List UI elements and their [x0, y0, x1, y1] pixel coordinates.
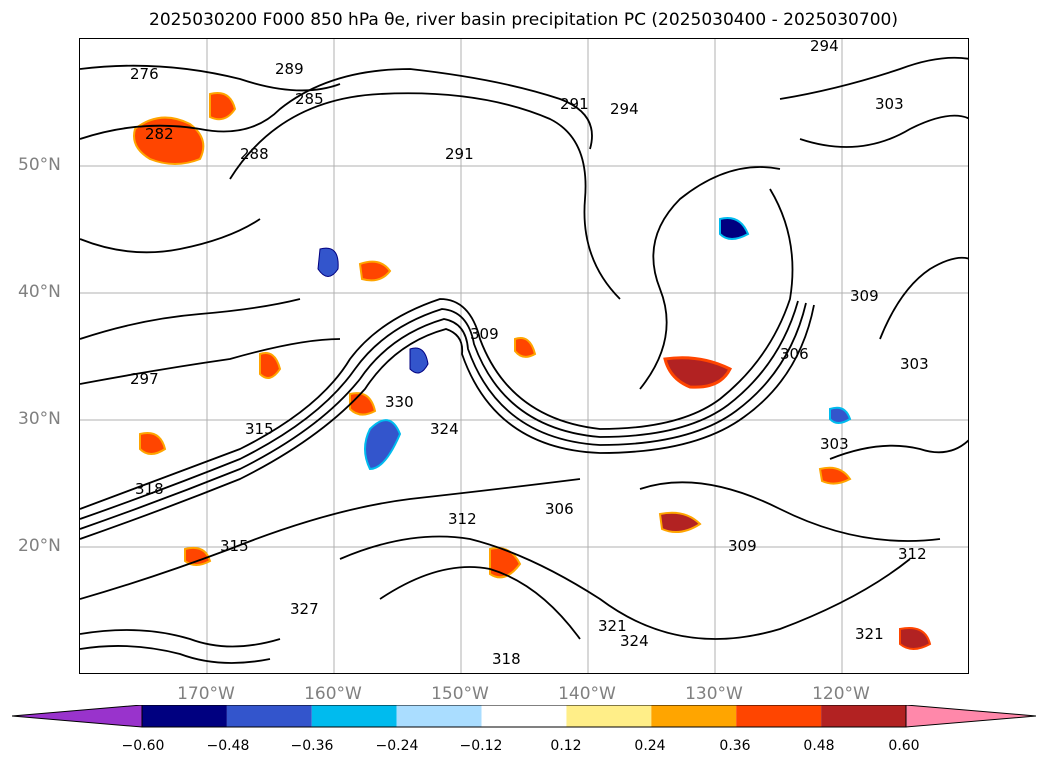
contour-label: 276 [130, 65, 159, 83]
colorbar-tick: −0.60 [121, 738, 165, 754]
contour-label: 309 [470, 325, 499, 343]
colorbar-segment [566, 705, 652, 727]
colorbar-tick: 0.60 [888, 738, 920, 754]
lon-label-120w: 120°W [812, 684, 870, 704]
colorbar-tick: 0.36 [719, 738, 751, 754]
contour-label: 291 [560, 95, 589, 113]
graticule [80, 39, 968, 673]
colorbar-border [141, 705, 907, 728]
lon-label-150w: 150°W [431, 684, 489, 704]
colorbar-tick: 0.24 [634, 738, 666, 754]
contour-label: 318 [135, 480, 164, 498]
map-panel: 276 282 285 288 289 291 291 294 294 297 … [79, 38, 969, 674]
contour-label: 327 [290, 600, 319, 618]
contour-label: 303 [900, 355, 929, 373]
contour-label: 312 [448, 510, 477, 528]
lat-label-30n: 30°N [18, 409, 61, 429]
colorbar-extend-low [12, 705, 143, 728]
colorbar-segment [226, 705, 312, 727]
contour-label: 312 [898, 545, 927, 563]
colorbar-tick: 0.12 [550, 738, 582, 754]
lon-label-160w: 160°W [304, 684, 362, 704]
contour-label: 318 [492, 650, 521, 668]
colorbar-tick: −0.24 [375, 738, 419, 754]
colorbar-extend-high [905, 705, 1036, 728]
contour-label: 303 [820, 435, 849, 453]
contour-label: 289 [275, 60, 304, 78]
contour-label: 288 [240, 145, 269, 163]
colorbar-segment [142, 705, 227, 727]
lon-label-170w: 170°W [177, 684, 235, 704]
contour-label: 321 [855, 625, 884, 643]
contour-label: 309 [850, 287, 879, 305]
lat-label-40n: 40°N [18, 282, 61, 302]
contour-label: 285 [295, 90, 324, 108]
map-canvas: 276 282 285 288 289 291 291 294 294 297 … [80, 39, 968, 673]
colorbar-tick: 0.48 [803, 738, 835, 754]
colorbar-segment [736, 705, 822, 727]
lon-label-140w: 140°W [558, 684, 616, 704]
colorbar-segment [821, 705, 906, 727]
colorbar-segment [311, 705, 397, 727]
contour-label: 294 [810, 39, 839, 55]
colorbar-tick: −0.12 [459, 738, 503, 754]
contour-labels: 276 282 285 288 289 291 291 294 294 297 … [130, 39, 929, 668]
colorbar [12, 705, 1036, 728]
precip-shading [133, 92, 932, 650]
contour-label: 294 [610, 100, 639, 118]
colorbar-segment [396, 705, 482, 727]
contour-label: 324 [620, 632, 649, 650]
contour-label: 306 [780, 345, 809, 363]
colorbar-segment [651, 705, 737, 727]
contour-label: 321 [598, 617, 627, 635]
lat-label-20n: 20°N [18, 536, 61, 556]
contour-label: 282 [145, 125, 174, 143]
map-title: 2025030200 F000 850 hPa θe, river basin … [149, 10, 898, 30]
contour-label: 297 [130, 370, 159, 388]
lat-label-50n: 50°N [18, 155, 61, 175]
contour-label: 315 [220, 537, 249, 555]
contour-label: 306 [545, 500, 574, 518]
colorbar-tick: −0.48 [206, 738, 250, 754]
contour-label: 309 [728, 537, 757, 555]
colorbar-tick: −0.36 [290, 738, 334, 754]
theta-e-contours [80, 56, 968, 664]
contour-label: 303 [875, 95, 904, 113]
colorbar-segment [481, 705, 567, 727]
contour-label: 315 [245, 420, 274, 438]
lon-label-130w: 130°W [685, 684, 743, 704]
contour-label: 291 [445, 145, 474, 163]
contour-label: 330 [385, 393, 414, 411]
contour-label: 324 [430, 420, 459, 438]
